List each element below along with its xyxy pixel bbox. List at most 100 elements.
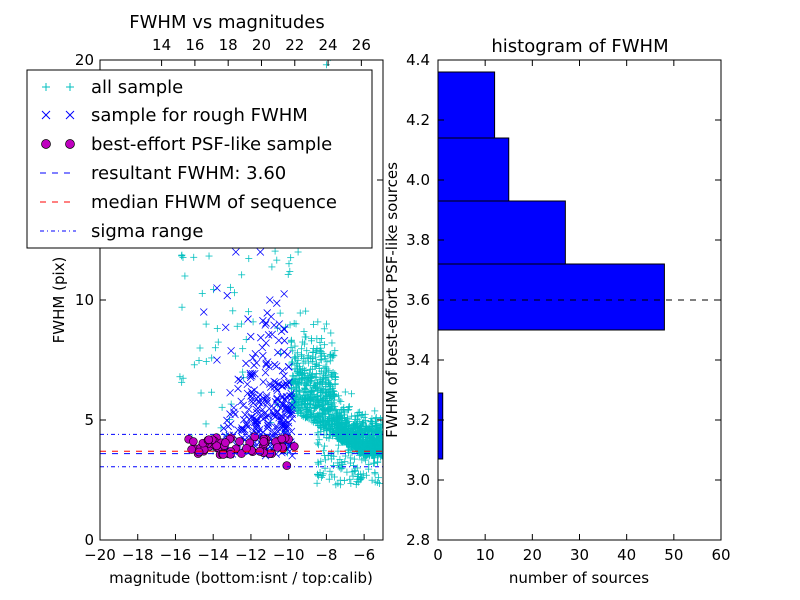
- scatter-top-x-tick-label: 26: [352, 36, 371, 54]
- all-sample-point: [358, 428, 366, 436]
- legend-marker-all-sample-2: [66, 83, 74, 91]
- all-sample-point: [327, 424, 335, 432]
- all-sample-point: [320, 386, 328, 394]
- all-sample-point: [365, 465, 373, 473]
- all-sample-point: [357, 412, 365, 420]
- scatter-x-label: magnitude (bottom:isnt / top:calib): [109, 569, 373, 587]
- all-sample-point: [355, 424, 363, 432]
- all-sample-point: [316, 468, 324, 476]
- histogram-y-tick-label: 4.0: [406, 171, 430, 189]
- all-sample-point: [208, 388, 216, 396]
- all-sample-point: [268, 263, 276, 271]
- histogram-bar: [437, 200, 566, 265]
- all-sample-point: [318, 418, 326, 426]
- all-sample-point: [326, 406, 334, 414]
- rough-sample-point: [270, 360, 279, 369]
- all-sample-point: [211, 344, 219, 352]
- all-sample-point: [316, 347, 324, 355]
- all-sample-point: [331, 373, 339, 381]
- legend-entry-median: median FHWM of sequence: [40, 192, 337, 213]
- all-sample-point: [316, 339, 324, 347]
- rough-sample-point: [246, 371, 255, 380]
- all-sample-point: [300, 366, 308, 374]
- rough-sample-point: [234, 375, 242, 384]
- all-sample-point: [287, 338, 295, 346]
- rough-sample-point: [226, 388, 234, 397]
- all-sample-point: [226, 283, 234, 291]
- all-sample-point: [310, 320, 318, 328]
- all-sample-point: [301, 401, 309, 409]
- legend-label-all-sample: all sample: [91, 77, 183, 98]
- histogram-y-label: FWHM of best-effort PSF-like sources: [383, 162, 401, 438]
- legend-marker-rough-2: [65, 110, 75, 120]
- all-sample-point: [301, 333, 309, 341]
- best-sample-point: [189, 437, 198, 446]
- all-sample-point: [324, 416, 332, 424]
- all-sample-point: [372, 413, 380, 421]
- best-sample-point: [219, 450, 228, 459]
- all-sample-point: [318, 473, 326, 481]
- all-sample-point: [343, 424, 351, 432]
- best-sample-point: [259, 437, 269, 446]
- all-sample-point: [287, 254, 295, 262]
- rough-sample-point: [273, 423, 282, 431]
- all-sample-point: [331, 418, 339, 426]
- all-sample-point: [233, 322, 241, 330]
- rough-sample-point: [264, 421, 272, 430]
- rough-sample-point: [219, 424, 228, 433]
- all-sample-point: [322, 61, 330, 69]
- rough-sample-point: [280, 420, 288, 429]
- all-sample-point: [349, 472, 357, 480]
- scatter-y-tick-label: 20: [75, 51, 94, 69]
- rough-sample-point: [274, 348, 282, 357]
- all-sample-point: [316, 380, 324, 388]
- rough-sample-point: [213, 356, 221, 364]
- all-sample-point: [290, 319, 298, 327]
- all-sample-point: [342, 420, 350, 428]
- all-sample-point: [321, 393, 329, 401]
- rough-sample-point: [277, 414, 285, 423]
- all-sample-point: [355, 470, 363, 478]
- all-sample-point: [239, 368, 247, 376]
- all-sample-point: [286, 267, 294, 275]
- all-sample-point: [345, 428, 353, 436]
- rough-sample-point: [236, 376, 245, 385]
- all-sample-point: [301, 357, 309, 365]
- all-sample-point: [341, 431, 349, 439]
- all-sample-point: [351, 437, 359, 445]
- rough-sample-point: [271, 398, 280, 406]
- all-sample-point: [356, 437, 364, 445]
- all-sample-point: [311, 401, 319, 409]
- all-sample-point: [330, 473, 338, 481]
- all-sample-point: [308, 365, 316, 373]
- rough-sample-point: [271, 423, 280, 431]
- all-sample-point: [334, 419, 342, 427]
- all-sample-point: [327, 389, 335, 397]
- all-sample-point: [374, 432, 382, 440]
- all-sample-point: [205, 252, 213, 260]
- all-sample-point: [362, 442, 370, 450]
- all-sample-point: [366, 445, 374, 453]
- scatter-x-tick-label: −14: [197, 546, 229, 564]
- all-sample-point: [323, 434, 331, 442]
- all-sample-point: [291, 342, 299, 350]
- legend-marker-best-2: [65, 139, 75, 149]
- scatter-y-tick-label: 10: [75, 291, 94, 309]
- histogram-x-tick-label: 60: [711, 546, 730, 564]
- all-sample-point: [202, 357, 210, 365]
- all-sample-point: [301, 385, 309, 393]
- scatter-data-layer: [100, 60, 383, 489]
- all-sample-point: [305, 376, 313, 384]
- all-sample-point: [378, 444, 383, 452]
- rough-sample-point: [269, 411, 278, 420]
- rough-sample-point: [275, 336, 283, 345]
- all-sample-point: [327, 381, 335, 389]
- all-sample-point: [374, 442, 382, 450]
- all-sample-point: [320, 364, 328, 372]
- rough-sample-point: [232, 248, 240, 256]
- rough-sample-point: [266, 383, 275, 391]
- rough-sample-point: [268, 330, 276, 339]
- all-sample-point: [350, 423, 358, 431]
- all-sample-point: [323, 426, 331, 434]
- scatter-x-tick-label: −20: [84, 546, 116, 564]
